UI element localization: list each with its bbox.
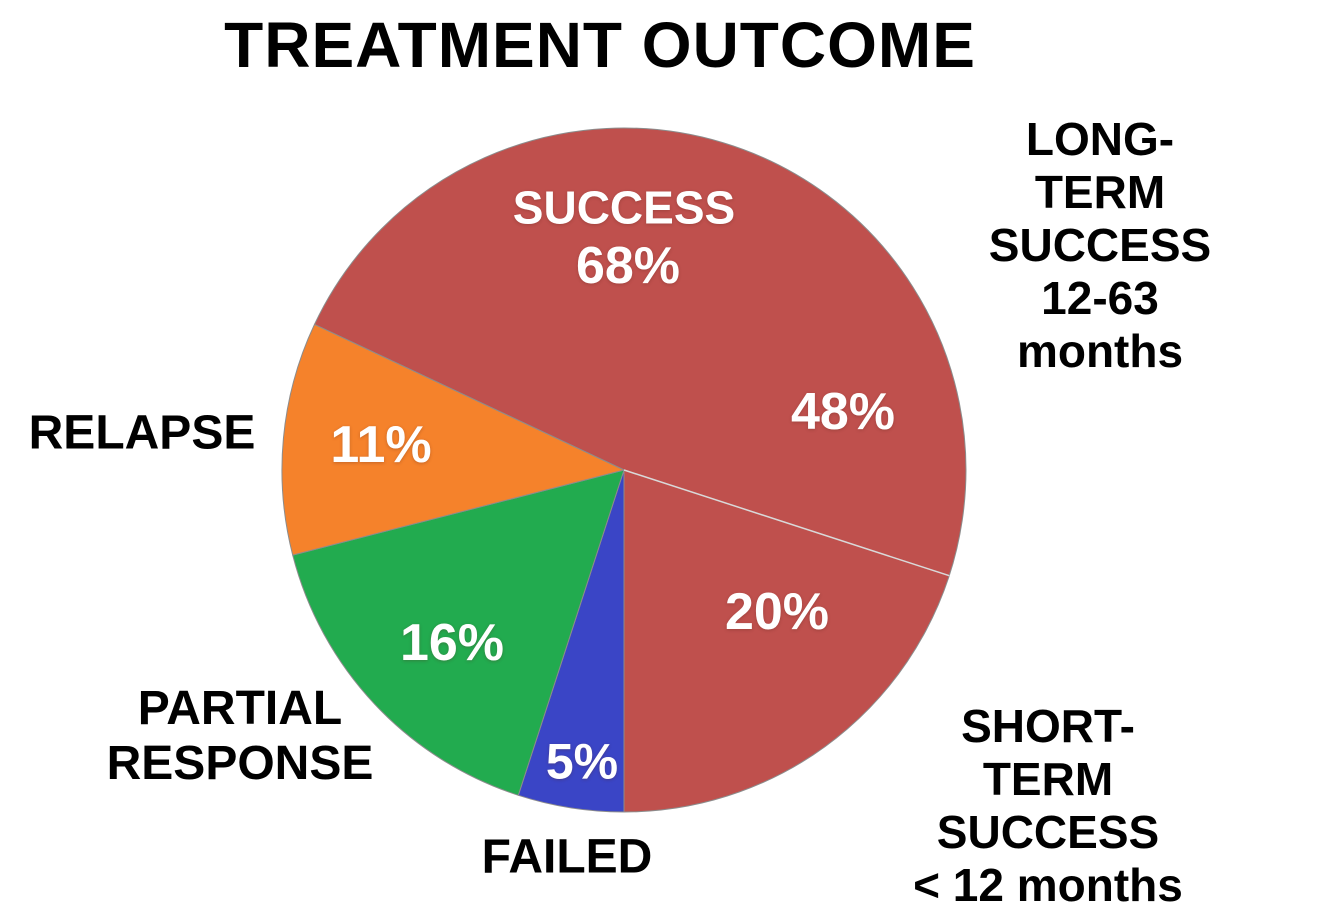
long-short-divider bbox=[623, 469, 950, 577]
pie-slice-success bbox=[314, 127, 967, 813]
pie-slice-partial-response bbox=[292, 469, 625, 796]
chart-title: TREATMENT OUTCOME bbox=[224, 9, 976, 81]
pie-slice-relapse bbox=[281, 323, 625, 556]
